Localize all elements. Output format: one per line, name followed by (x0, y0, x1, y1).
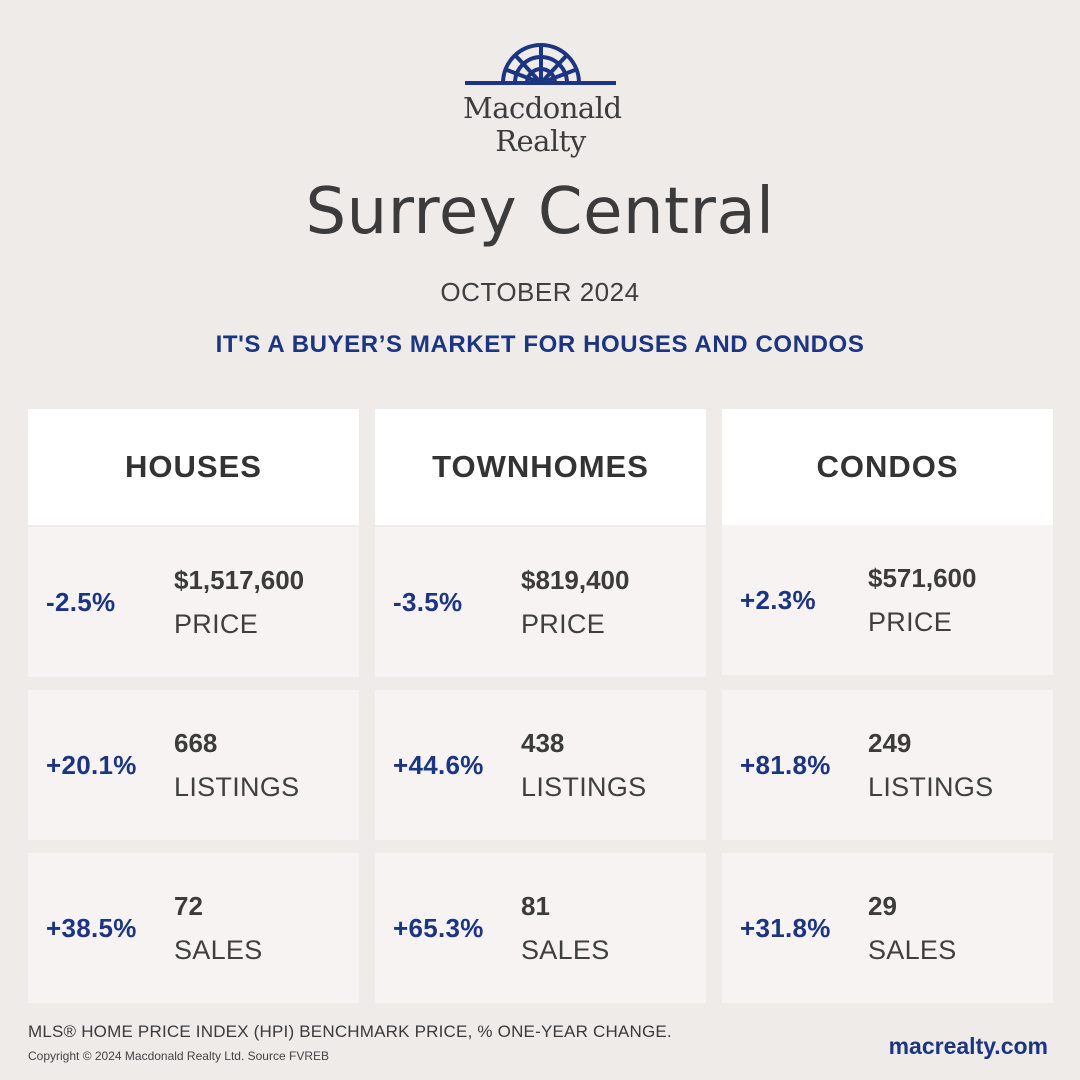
price-cell: -3.5% $819,400 PRICE (375, 527, 706, 677)
listings-label: LISTINGS (868, 772, 994, 802)
price-label: PRICE (868, 607, 953, 637)
column-header: TOWNHOMES (375, 409, 706, 525)
sales-change: +65.3% (393, 912, 484, 943)
price-value: $1,517,600 (174, 565, 305, 595)
condos-column: CONDOS +2.3% $571,600 PRICE +81.8% 249 L… (722, 409, 1053, 1003)
sales-cell: +38.5% 72 SALES (28, 853, 359, 1003)
listings-label: LISTINGS (174, 772, 300, 802)
column-header: HOUSES (28, 409, 359, 525)
sales-change: +38.5% (46, 912, 137, 943)
price-value: $571,600 (868, 563, 977, 593)
sunburst-logo-icon (465, 43, 616, 85)
price-cell: +2.3% $571,600 PRICE (722, 525, 1053, 675)
sales-value: 29 (868, 891, 897, 921)
price-change: +2.3% (740, 584, 816, 615)
report-month: OCTOBER 2024 (440, 277, 640, 307)
logo-line2: Realty (495, 124, 586, 158)
price-label: PRICE (521, 609, 606, 639)
price-label: PRICE (174, 609, 259, 639)
macdonald-realty-logo: Macdonald Realty (463, 40, 622, 165)
sales-cell: +31.8% 29 SALES (722, 853, 1053, 1003)
website-link[interactable]: macrealty.com (888, 1033, 1048, 1059)
logo-wordmark: Macdonald Realty (463, 91, 622, 158)
logo-line1: Macdonald (463, 91, 622, 125)
column-header: CONDOS (722, 409, 1053, 525)
sales-value: 81 (521, 891, 550, 921)
copyright-text: Copyright © 2024 Macdonald Realty Ltd. S… (28, 1049, 329, 1063)
sales-label: SALES (174, 935, 263, 965)
listings-value: 249 (868, 728, 912, 758)
listings-change: +81.8% (740, 749, 831, 780)
sales-change: +31.8% (740, 912, 831, 943)
sales-label: SALES (521, 935, 610, 965)
page-title: Surrey Central (305, 175, 775, 249)
listings-label: LISTINGS (521, 772, 647, 802)
price-change: -3.5% (393, 586, 463, 617)
price-cell: -2.5% $1,517,600 PRICE (28, 527, 359, 677)
listings-value: 438 (521, 728, 565, 758)
methodology-note: MLS® HOME PRICE INDEX (HPI) BENCHMARK PR… (28, 1022, 672, 1041)
price-value: $819,400 (521, 565, 630, 595)
market-headline: IT'S A BUYER’S MARKET FOR HOUSES AND CON… (215, 331, 865, 358)
listings-cell: +81.8% 249 LISTINGS (722, 690, 1053, 840)
listings-cell: +44.6% 438 LISTINGS (375, 690, 706, 840)
listings-change: +20.1% (46, 749, 137, 780)
price-change: -2.5% (46, 586, 116, 617)
houses-column: HOUSES -2.5% $1,517,600 PRICE +20.1% 668… (28, 409, 359, 1003)
sales-cell: +65.3% 81 SALES (375, 853, 706, 1003)
listings-cell: +20.1% 668 LISTINGS (28, 690, 359, 840)
listings-value: 668 (174, 728, 218, 758)
sales-value: 72 (174, 891, 203, 921)
listings-change: +44.6% (393, 749, 484, 780)
sales-label: SALES (868, 935, 957, 965)
townhomes-column: TOWNHOMES -3.5% $819,400 PRICE +44.6% 43… (375, 409, 706, 1003)
